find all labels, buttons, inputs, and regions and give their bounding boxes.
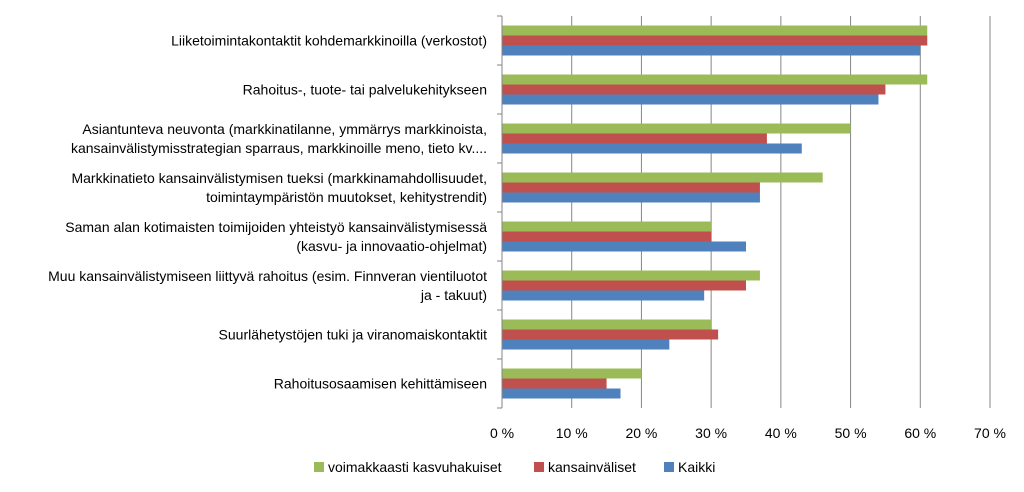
bar: [502, 143, 802, 154]
bar: [502, 35, 928, 46]
bar: [502, 94, 879, 105]
category-label: (kasvu- ja innovaatio-ohjelmat): [296, 238, 487, 254]
category-label: Liiketoimintakontaktit kohdemarkkinoilla…: [171, 33, 487, 49]
category-label: Suurlähetystöjen tuki ja viranomaiskonta…: [219, 327, 488, 343]
category-label: Rahoitusosaamisen kehittämiseen: [274, 376, 487, 392]
bar: [502, 280, 746, 291]
legend-label: Kaikki: [678, 459, 715, 475]
bar: [502, 339, 670, 350]
bar: [502, 192, 760, 203]
tick-label: 70 %: [974, 425, 1006, 441]
bar: [502, 241, 746, 252]
value-axis: 0 % 10 % 20 % 30 % 40 % 50 % 60 % 70 %: [490, 15, 1006, 441]
bars: [502, 25, 928, 399]
bar: [502, 368, 642, 379]
bar: [502, 25, 928, 36]
legend-label: voimakkaasti kasvuhakuiset: [328, 459, 502, 475]
category-label: Asiantunteva neuvonta (markkinatilanne, …: [82, 121, 487, 137]
tick-label: 0 %: [490, 425, 514, 441]
legend: voimakkaasti kasvuhakuiset kansainväliset…: [314, 459, 715, 475]
bar: [502, 231, 712, 242]
bar: [502, 388, 621, 399]
category-label: ja - takuut): [420, 287, 487, 303]
tick-label: 20 %: [625, 425, 657, 441]
tick-label: 60 %: [904, 425, 936, 441]
category-label: Saman alan kotimaisten toimijoiden yhtei…: [65, 219, 487, 235]
bar: [502, 45, 921, 56]
category-label: Muu kansainvälistymiseen liittyvä rahoit…: [48, 268, 487, 284]
bar: [502, 319, 712, 330]
bar: [502, 172, 823, 183]
bar: [502, 329, 719, 340]
bar: [502, 270, 760, 281]
legend-swatch: [534, 462, 544, 472]
bar: [502, 74, 928, 85]
bar: [502, 84, 886, 95]
category-label: Markkinatieto kansainvälistymisen tueksi…: [71, 170, 487, 186]
category-label: toimintaympäristön muutokset, kehitystre…: [206, 189, 487, 205]
bar: [502, 133, 767, 144]
tick-label: 40 %: [765, 425, 797, 441]
category-label: Rahoitus-, tuote- tai palvelukehitykseen: [243, 82, 487, 98]
bar: [502, 290, 705, 301]
tick-label: 50 %: [835, 425, 867, 441]
bar: [502, 378, 607, 389]
bar: [502, 182, 760, 193]
bar: [502, 123, 851, 134]
tick-label: 30 %: [695, 425, 727, 441]
tick-label: 10 %: [556, 425, 588, 441]
bar: [502, 221, 712, 232]
legend-label: kansainväliset: [548, 459, 636, 475]
category-label: kansainvälistymisstrategian sparraus, ma…: [71, 140, 487, 156]
legend-swatch: [664, 462, 674, 472]
legend-swatch: [314, 462, 324, 472]
category-labels: Liiketoimintakontaktit kohdemarkkinoilla…: [48, 33, 487, 392]
